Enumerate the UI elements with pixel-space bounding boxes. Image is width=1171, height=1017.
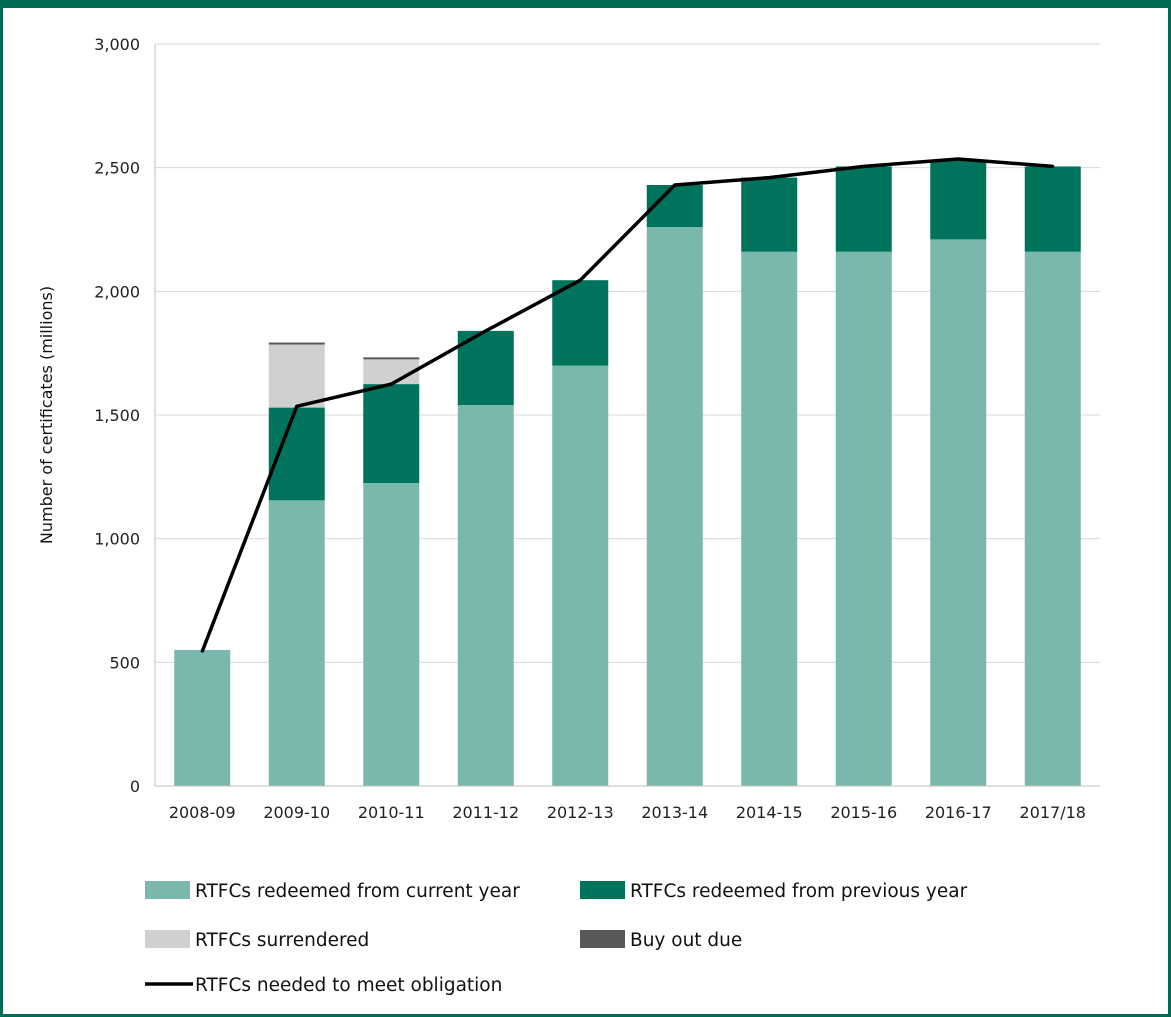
line-point [1051,164,1055,168]
line-point [862,164,866,168]
line-point [389,382,393,386]
bar-buy-out-due [268,342,325,345]
obligation-line-layer [200,157,1055,653]
bar-rtfcs-surrendered [268,344,325,408]
y-tick-label: 1,000 [94,530,140,549]
x-tick-label: 2012-13 [547,803,614,822]
axes: 0 500 1,000 1,500 2,000 2,500 3,000 2008-09 2009… [94,35,1100,822]
legend-item-rtfcs-redeemed-from-previous-year: RTFCs redeemed from previous year [580,881,968,902]
x-tick-label: 2009-10 [263,803,330,822]
bar-rtfcs-redeemed-from-previous-year [835,166,892,252]
bar-rtfcs-redeemed-from-current-year [552,365,609,786]
x-tick-label: 2010-11 [358,803,425,822]
bars [174,160,1081,787]
bar-buy-out-due [363,357,420,360]
legend-label: RTFCs redeemed from current year [195,881,520,902]
bar-rtfcs-redeemed-from-previous-year [552,280,609,366]
legend-item-rtfcs-needed-to-meet-obligation: RTFCs needed to meet obligation [145,975,502,996]
line-rtfcs-needed-to-meet-obligation [200,157,1053,652]
x-tick-label: 2014-15 [736,803,803,822]
bar-rtfcs-redeemed-from-previous-year [930,160,987,240]
bar-rtfcs-redeemed-from-current-year [363,483,420,786]
legend-label: RTFCs surrendered [195,930,369,951]
legend-label: RTFCs needed to meet obligation [195,975,502,996]
bar-rtfcs-redeemed-from-current-year [174,649,231,786]
line-point [484,329,488,333]
line-point [578,278,582,282]
bar-rtfcs-redeemed-from-current-year [457,405,514,786]
legend-swatch [145,930,190,948]
x-tick-label: 2017/18 [1020,803,1086,822]
x-tick-label: 2008-09 [169,803,236,822]
x-tick-label: 2013-14 [641,803,708,822]
y-tick-label: 0 [130,777,140,796]
y-axis-title: Number of certificates (millions) [37,286,56,544]
bar-rtfcs-redeemed-from-previous-year [741,177,798,252]
bar-rtfcs-redeemed-from-current-year [741,251,798,786]
legend: RTFCs redeemed from current year RTFCs re… [145,881,968,996]
y-tick-label: 2,500 [94,159,140,178]
x-tick-label: 2015-16 [830,803,897,822]
legend-item-rtfcs-surrendered: RTFCs surrendered [145,930,369,951]
bar-rtfcs-redeemed-from-previous-year [1024,166,1081,252]
x-tick-label: 2011-12 [452,803,519,822]
legend-swatch [145,881,190,899]
line-point [767,176,771,180]
line-point [956,157,960,161]
x-tick-label: 2016-17 [925,803,992,822]
line-point [673,183,677,187]
bar-rtfcs-redeemed-from-current-year [835,251,892,786]
bar-rtfcs-redeemed-from-previous-year [363,384,420,484]
y-tick-label: 3,000 [94,35,140,54]
bar-rtfcs-redeemed-from-current-year [646,227,703,786]
bar-rtfcs-redeemed-from-current-year [1024,251,1081,786]
y-tick-label: 2,000 [94,282,140,301]
line-point [200,649,204,653]
legend-swatch [580,881,625,899]
legend-item-buy-out-due: Buy out due [580,930,742,951]
bar-rtfcs-redeemed-from-current-year [268,500,325,786]
y-tick-label: 1,500 [94,406,140,425]
legend-label: RTFCs redeemed from previous year [630,881,968,902]
line-point [295,404,299,408]
legend-label: Buy out due [630,930,742,951]
bar-rtfcs-redeemed-from-current-year [930,239,987,787]
legend-item-rtfcs-redeemed-from-current-year: RTFCs redeemed from current year [145,881,520,902]
legend-swatch [580,930,625,948]
y-tick-label: 500 [109,653,140,672]
